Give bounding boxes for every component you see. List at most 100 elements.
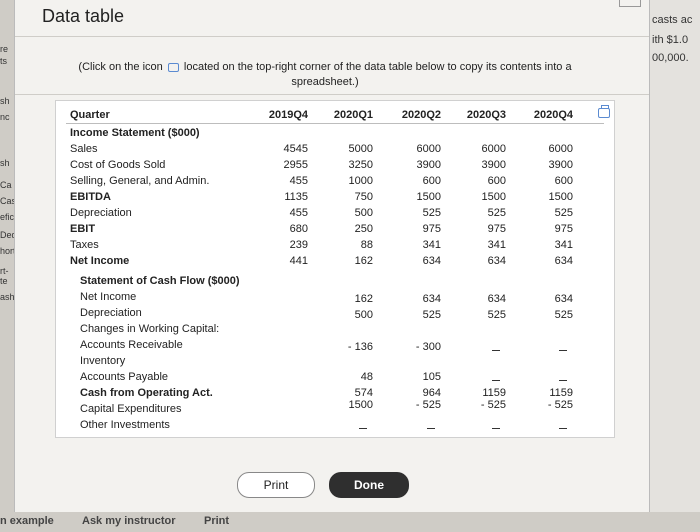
table-cell: 975 — [487, 223, 506, 235]
table-cell: 634 — [422, 293, 441, 305]
table-cell: 600 — [422, 175, 441, 187]
header-rule — [66, 123, 604, 124]
table-cell: 525 — [422, 309, 441, 321]
blank-cell-dash — [427, 428, 435, 429]
table-cell: 1135 — [284, 191, 308, 203]
table-cell: 3250 — [348, 159, 373, 171]
instructions-before-icon: (Click on the icon — [78, 61, 163, 73]
blank-cell-dash — [492, 380, 500, 381]
row-label: Cost of Goods Sold — [70, 159, 166, 171]
background-fragment: n example — [0, 515, 54, 527]
table-cell: 500 — [354, 309, 373, 321]
dialog-title: Data table — [42, 6, 125, 26]
table-cell: - 525 — [547, 399, 573, 411]
table-cell: 6000 — [548, 143, 573, 155]
table-cell: 5000 — [348, 143, 373, 155]
quarter-header: Quarter — [70, 109, 110, 121]
table-cell: 162 — [354, 255, 373, 267]
background-fragment: sh — [0, 158, 10, 168]
table-cell: 1000 — [348, 175, 373, 187]
divider — [15, 94, 649, 95]
row-label: Statement of Cash Flow ($000) — [80, 275, 240, 287]
copy-icon[interactable] — [598, 105, 610, 118]
row-label: Accounts Receivable — [80, 339, 183, 351]
table-cell: - 525 — [415, 399, 441, 411]
background-fragment: Print — [204, 515, 230, 527]
table-cell: 2955 — [283, 159, 308, 171]
background-fragment: sh — [0, 96, 10, 106]
background-fragment: casts ac — [652, 14, 693, 26]
table-cell: 341 — [422, 239, 441, 251]
background-fragment: ts — [0, 56, 8, 66]
background-fragment: hort — [0, 246, 16, 256]
blank-cell-dash — [559, 380, 567, 381]
background-fragment: nc — [0, 112, 10, 122]
table-cell: 441 — [289, 255, 308, 267]
table-cell: 634 — [422, 255, 441, 267]
background-fragment: Ask my instructor — [82, 515, 176, 527]
table-cell: 3900 — [416, 159, 441, 171]
row-label: Inventory — [80, 355, 126, 367]
table-cell: 1500 — [416, 191, 441, 203]
done-button[interactable]: Done — [329, 472, 409, 498]
table-cell: 975 — [554, 223, 573, 235]
table-cell: 239 — [289, 239, 308, 251]
row-label: Capital Expenditures — [80, 403, 182, 415]
column-header: 2020Q2 — [401, 109, 441, 121]
table-cell: 3900 — [548, 159, 573, 171]
column-header: 2020Q1 — [333, 109, 373, 121]
table-cell: 1500 — [481, 191, 506, 203]
table-cell: - 300 — [415, 341, 441, 353]
table-cell: 48 — [360, 371, 373, 383]
table-cell: 4545 — [283, 143, 308, 155]
table-cell: 600 — [554, 175, 573, 187]
blank-cell-dash — [559, 350, 567, 351]
row-label: EBIT — [70, 223, 96, 235]
table-cell: 634 — [554, 293, 573, 305]
table-cell: 750 — [354, 191, 373, 203]
table-cell: 1500 — [548, 191, 573, 203]
background-right-strip: casts ac ith $1.0 00,000. — [648, 0, 700, 532]
table-cell: 634 — [487, 293, 506, 305]
table-cell: 525 — [554, 207, 573, 219]
instructions-after-icon: located on the top-right corner of the d… — [183, 61, 572, 88]
table-cell: 455 — [289, 207, 308, 219]
background-fragment: re — [0, 44, 9, 54]
blank-cell-dash — [359, 428, 367, 429]
background-fragment: Ded — [0, 230, 17, 240]
background-fragment: rt-te — [0, 266, 9, 286]
background-fragment: Ca — [0, 180, 12, 190]
background-left-strip: re ts sh nc sh Ca Cas efic Ded hort rt-te ash — [0, 0, 17, 532]
row-label: Accounts Payable — [80, 371, 169, 383]
table-cell: 6000 — [416, 143, 441, 155]
instructions-text: (Click on the icon located on the top-ri… — [55, 60, 595, 90]
table-cell: 634 — [554, 255, 573, 267]
background-fragment: efic — [0, 212, 15, 222]
data-table-dialog: Data table (Click on the icon located on… — [14, 0, 650, 512]
row-label: Sales — [70, 143, 98, 155]
table-cell: 162 — [354, 293, 373, 305]
table-cell: 88 — [360, 239, 373, 251]
divider — [15, 36, 649, 37]
row-label: Net Income — [80, 291, 137, 303]
row-label: Selling, General, and Admin. — [70, 175, 210, 187]
close-button[interactable] — [619, 0, 641, 7]
table-cell: 964 — [422, 387, 441, 399]
table-cell: 6000 — [481, 143, 506, 155]
table-cell: 455 — [289, 175, 308, 187]
background-fragment: 00,000. — [652, 52, 689, 64]
row-label: Income Statement ($000) — [70, 127, 200, 139]
background-bottom-bar: n example Ask my instructor Print — [0, 512, 700, 532]
background-fragment: Cas — [0, 196, 17, 206]
column-header: 2020Q3 — [466, 109, 506, 121]
column-header: 2019Q4 — [268, 109, 308, 121]
column-header: 2020Q4 — [533, 109, 573, 121]
table-cell: 105 — [422, 371, 441, 383]
table-cell: 3900 — [481, 159, 506, 171]
table-cell: 1500 — [348, 399, 373, 411]
blank-cell-dash — [492, 428, 500, 429]
blank-cell-dash — [492, 350, 500, 351]
table-cell: 525 — [487, 207, 506, 219]
background-fragment: ash — [0, 292, 15, 302]
print-button[interactable]: Print — [237, 472, 315, 498]
